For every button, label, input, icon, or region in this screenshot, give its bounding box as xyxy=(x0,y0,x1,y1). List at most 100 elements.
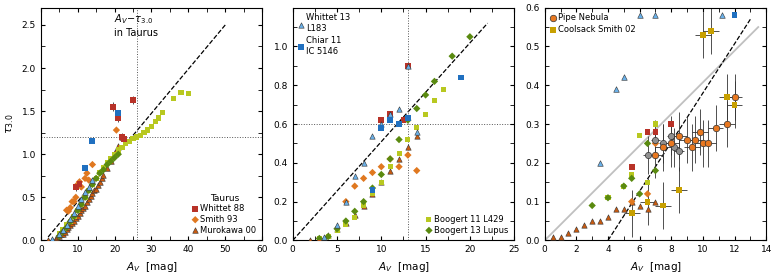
Legend: Boogert 11 L429, Boogert 13 Lupus: Boogert 11 L429, Boogert 13 Lupus xyxy=(424,213,510,236)
Point xyxy=(94,171,106,175)
Point xyxy=(650,153,662,157)
Point xyxy=(82,188,95,193)
Point xyxy=(348,184,361,188)
Point xyxy=(53,234,65,238)
Point xyxy=(138,130,151,135)
Point xyxy=(358,161,370,165)
Point xyxy=(720,95,733,99)
Point xyxy=(366,192,379,196)
Point xyxy=(375,122,387,126)
Point xyxy=(134,133,147,138)
Point xyxy=(120,142,132,146)
Point xyxy=(633,192,646,196)
Point xyxy=(601,195,614,200)
Point xyxy=(411,126,423,130)
Point xyxy=(375,172,387,177)
Point xyxy=(105,159,117,163)
Point xyxy=(331,227,343,231)
Point xyxy=(402,153,414,157)
Point xyxy=(563,230,575,235)
Point xyxy=(73,180,85,184)
Point xyxy=(73,211,85,215)
Point xyxy=(686,145,698,150)
Point xyxy=(428,79,441,84)
Point xyxy=(402,64,414,68)
Point xyxy=(340,199,352,204)
Point xyxy=(101,166,113,170)
Point xyxy=(101,162,113,167)
Point xyxy=(428,98,441,103)
Point xyxy=(70,185,82,189)
Point xyxy=(88,188,100,193)
Point xyxy=(313,236,325,241)
Point xyxy=(618,184,630,188)
Point xyxy=(62,209,74,213)
Point xyxy=(366,192,379,196)
Point xyxy=(73,182,85,187)
Point xyxy=(106,105,119,109)
Point xyxy=(340,221,352,225)
Point xyxy=(123,139,136,143)
Point xyxy=(402,145,414,150)
Point xyxy=(97,168,109,172)
Point xyxy=(375,118,387,122)
Point xyxy=(112,148,124,152)
Point xyxy=(358,203,370,208)
Point xyxy=(641,192,653,196)
Point xyxy=(697,141,709,146)
Point xyxy=(633,133,646,138)
Point xyxy=(130,135,143,139)
Point xyxy=(79,195,92,200)
Point xyxy=(110,128,123,132)
Point xyxy=(75,202,88,207)
Point xyxy=(82,197,95,201)
Point xyxy=(673,188,685,192)
Point xyxy=(633,203,646,208)
Point xyxy=(657,145,670,150)
Point xyxy=(384,157,397,161)
Point xyxy=(75,208,88,212)
Point xyxy=(665,133,677,138)
Point xyxy=(112,111,124,115)
Point xyxy=(618,207,630,212)
Point xyxy=(61,208,73,212)
Point xyxy=(68,214,80,219)
Point xyxy=(657,141,670,146)
Point xyxy=(109,152,121,157)
Point xyxy=(53,231,65,236)
Point xyxy=(641,180,653,185)
Point xyxy=(68,214,80,219)
Point xyxy=(51,235,64,239)
Point xyxy=(66,221,78,225)
Point xyxy=(90,187,102,191)
Point xyxy=(94,170,106,175)
Point xyxy=(375,180,387,185)
Point xyxy=(554,234,566,239)
Point xyxy=(62,225,74,230)
Point xyxy=(384,165,397,169)
Point xyxy=(61,227,73,231)
Point xyxy=(729,102,741,107)
Point xyxy=(348,215,361,219)
Point xyxy=(75,185,88,189)
Point xyxy=(393,106,405,111)
Point xyxy=(331,229,343,233)
Point xyxy=(586,219,598,223)
Point xyxy=(641,141,653,146)
X-axis label: $A_V$  [mag]: $A_V$ [mag] xyxy=(629,260,681,274)
Point xyxy=(702,141,714,146)
Point xyxy=(317,234,330,239)
Point xyxy=(650,168,662,173)
Point xyxy=(419,93,431,97)
Point xyxy=(64,217,77,221)
Point xyxy=(729,95,741,99)
Point xyxy=(70,216,82,220)
Point xyxy=(570,227,583,231)
Point xyxy=(419,112,431,116)
Point xyxy=(57,231,69,236)
Point xyxy=(101,161,113,165)
Point xyxy=(650,137,662,142)
Point xyxy=(322,234,334,239)
Point xyxy=(68,218,80,223)
Point xyxy=(50,236,62,240)
